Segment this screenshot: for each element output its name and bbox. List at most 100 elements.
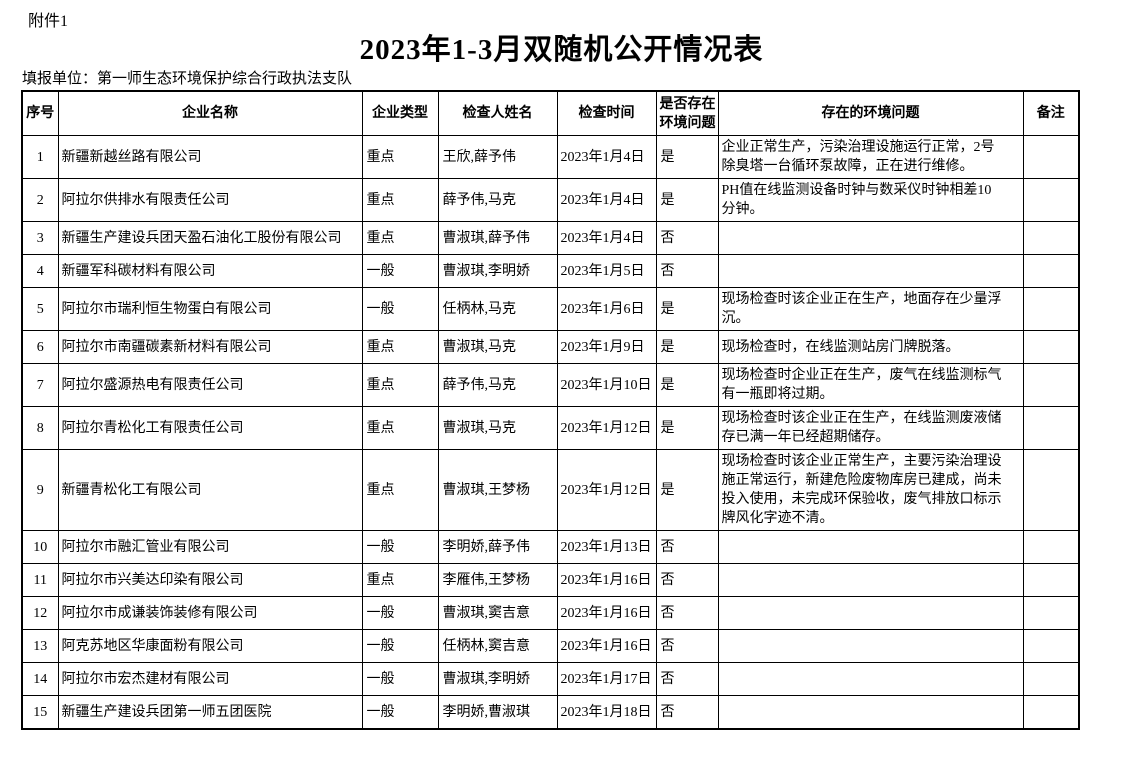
cell-date: 2023年1月17日: [556, 662, 657, 696]
reporting-unit: 填报单位：第一师生态环境保护综合行政执法支队: [22, 71, 353, 87]
cell-inspectors: 王欣,薛予伟: [437, 135, 558, 179]
column-header-serial: 序号: [21, 90, 59, 136]
cell-company-name: 阿拉尔市融汇管业有限公司: [57, 530, 363, 564]
cell-serial-number: 7: [21, 363, 59, 407]
cell-has-problem: 否: [655, 563, 719, 597]
cell-remark: [1022, 629, 1080, 663]
cell-inspectors: 曹淑琪,窦吉意: [437, 596, 558, 630]
table-row: 14 阿拉尔市宏杰建材有限公司 一般 曹淑琪,李明娇 2023年1月17日 否: [21, 662, 1080, 696]
cell-remark: [1022, 563, 1080, 597]
cell-serial-number: 10: [21, 530, 59, 564]
table-row: 13 阿克苏地区华康面粉有限公司 一般 任柄林,窦吉意 2023年1月16日 否: [21, 629, 1080, 663]
cell-company-type: 一般: [361, 662, 439, 696]
cell-company-name: 阿克苏地区华康面粉有限公司: [57, 629, 363, 663]
cell-has-problem: 是: [655, 287, 719, 331]
cell-problem: [717, 530, 1024, 564]
cell-serial-number: 12: [21, 596, 59, 630]
cell-company-name: 新疆新越丝路有限公司: [57, 135, 363, 179]
cell-date: 2023年1月12日: [556, 406, 657, 450]
cell-remark: [1022, 596, 1080, 630]
cell-company-type: 一般: [361, 695, 439, 730]
cell-remark: [1022, 695, 1080, 730]
cell-company-name: 阿拉尔市瑞利恒生物蛋白有限公司: [57, 287, 363, 331]
cell-has-problem: 是: [655, 178, 719, 222]
cell-inspectors: 曹淑琪,李明娇: [437, 662, 558, 696]
cell-company-type: 重点: [361, 330, 439, 364]
cell-inspectors: 任柄林,窦吉意: [437, 629, 558, 663]
cell-company-name: 新疆生产建设兵团第一师五团医院: [57, 695, 363, 730]
cell-inspectors: 薛予伟,马克: [437, 363, 558, 407]
cell-inspectors: 曹淑琪,李明娇: [437, 254, 558, 288]
column-header-date: 检查时间: [556, 90, 657, 136]
cell-remark: [1022, 254, 1080, 288]
cell-problem: 现场检查时该企业正在生产，地面存在少量浮沉。: [717, 287, 1024, 331]
cell-problem: [717, 254, 1024, 288]
cell-problem: [717, 596, 1024, 630]
cell-date: 2023年1月13日: [556, 530, 657, 564]
cell-problem: PH值在线监测设备时钟与数采仪时钟相差10分钟。: [717, 178, 1024, 222]
cell-inspectors: 曹淑琪,马克: [437, 406, 558, 450]
cell-inspectors: 曹淑琪,马克: [437, 330, 558, 364]
cell-problem: 现场检查时该企业正在生产，在线监测废液储存已满一年已经超期储存。: [717, 406, 1024, 450]
cell-serial-number: 6: [21, 330, 59, 364]
cell-problem: [717, 662, 1024, 696]
cell-has-problem: 否: [655, 662, 719, 696]
table-row: 1 新疆新越丝路有限公司 重点 王欣,薛予伟 2023年1月4日 是 企业正常生…: [21, 135, 1080, 179]
table-row: 7 阿拉尔盛源热电有限责任公司 重点 薛予伟,马克 2023年1月10日 是 现…: [21, 363, 1080, 407]
cell-remark: [1022, 449, 1080, 531]
cell-serial-number: 13: [21, 629, 59, 663]
cell-problem: [717, 629, 1024, 663]
table-row: 2 阿拉尔供排水有限责任公司 重点 薛予伟,马克 2023年1月4日 是 PH值…: [21, 178, 1080, 222]
table-row: 6 阿拉尔市南疆碳素新材料有限公司 重点 曹淑琪,马克 2023年1月9日 是 …: [21, 330, 1080, 364]
cell-company-name: 阿拉尔市成谦装饰装修有限公司: [57, 596, 363, 630]
cell-problem: [717, 221, 1024, 255]
cell-serial-number: 1: [21, 135, 59, 179]
cell-company-name: 阿拉尔盛源热电有限责任公司: [57, 363, 363, 407]
cell-company-name: 阿拉尔市南疆碳素新材料有限公司: [57, 330, 363, 364]
cell-inspectors: 曹淑琪,薛予伟: [437, 221, 558, 255]
cell-remark: [1022, 330, 1080, 364]
cell-date: 2023年1月16日: [556, 629, 657, 663]
cell-has-problem: 否: [655, 530, 719, 564]
header-row: 序号 企业名称 企业类型 检查人姓名 检查时间 是否存在环境问题 存在的环境问题…: [21, 90, 1080, 136]
table-row: 9 新疆青松化工有限公司 重点 曹淑琪,王梦杨 2023年1月12日 是 现场检…: [21, 449, 1080, 531]
cell-serial-number: 15: [21, 695, 59, 730]
cell-has-problem: 是: [655, 363, 719, 407]
cell-problem: 企业正常生产，污染治理设施运行正常，2号除臭塔一台循环泵故障，正在进行维修。: [717, 135, 1024, 179]
cell-date: 2023年1月4日: [556, 178, 657, 222]
column-header-inspectors: 检查人姓名: [437, 90, 558, 136]
disclosure-table: 序号 企业名称 企业类型 检查人姓名 检查时间 是否存在环境问题 存在的环境问题…: [21, 90, 1080, 730]
cell-date: 2023年1月10日: [556, 363, 657, 407]
cell-has-problem: 是: [655, 406, 719, 450]
cell-has-problem: 是: [655, 449, 719, 531]
cell-date: 2023年1月16日: [556, 563, 657, 597]
cell-company-type: 重点: [361, 563, 439, 597]
cell-serial-number: 14: [21, 662, 59, 696]
cell-has-problem: 是: [655, 135, 719, 179]
cell-serial-number: 9: [21, 449, 59, 531]
table-row: 3 新疆生产建设兵团天盈石油化工股份有限公司 重点 曹淑琪,薛予伟 2023年1…: [21, 221, 1080, 255]
cell-remark: [1022, 287, 1080, 331]
column-header-remark: 备注: [1022, 90, 1080, 136]
cell-remark: [1022, 662, 1080, 696]
cell-inspectors: 李明娇,薛予伟: [437, 530, 558, 564]
cell-company-type: 一般: [361, 254, 439, 288]
cell-serial-number: 8: [21, 406, 59, 450]
cell-serial-number: 11: [21, 563, 59, 597]
cell-company-type: 重点: [361, 221, 439, 255]
table-row: 5 阿拉尔市瑞利恒生物蛋白有限公司 一般 任柄林,马克 2023年1月6日 是 …: [21, 287, 1080, 331]
cell-serial-number: 2: [21, 178, 59, 222]
cell-date: 2023年1月16日: [556, 596, 657, 630]
cell-date: 2023年1月4日: [556, 135, 657, 179]
cell-company-type: 重点: [361, 363, 439, 407]
cell-company-name: 阿拉尔供排水有限责任公司: [57, 178, 363, 222]
table-row: 15 新疆生产建设兵团第一师五团医院 一般 李明娇,曹淑琪 2023年1月18日…: [21, 695, 1080, 730]
cell-has-problem: 否: [655, 695, 719, 730]
cell-date: 2023年1月4日: [556, 221, 657, 255]
cell-inspectors: 薛予伟,马克: [437, 178, 558, 222]
cell-date: 2023年1月5日: [556, 254, 657, 288]
cell-problem: 现场检查时企业正在生产，废气在线监测标气有一瓶即将过期。: [717, 363, 1024, 407]
cell-company-type: 一般: [361, 629, 439, 663]
table-row: 12 阿拉尔市成谦装饰装修有限公司 一般 曹淑琪,窦吉意 2023年1月16日 …: [21, 596, 1080, 630]
